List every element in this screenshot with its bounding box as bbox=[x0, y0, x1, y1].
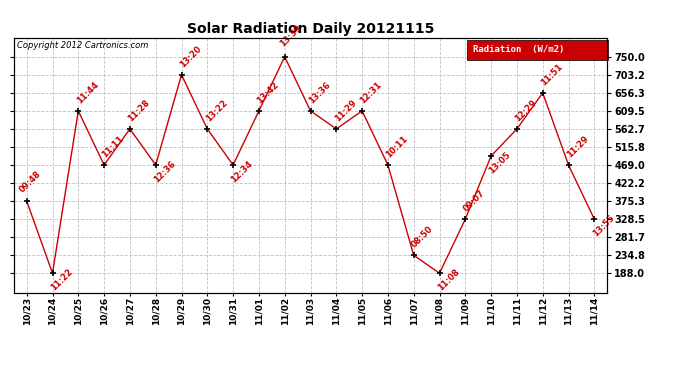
Text: 12:34: 12:34 bbox=[230, 159, 255, 184]
Text: 09:48: 09:48 bbox=[17, 169, 43, 194]
Text: 12:31: 12:31 bbox=[359, 80, 384, 105]
Text: 12:36: 12:36 bbox=[152, 159, 177, 184]
FancyBboxPatch shape bbox=[466, 39, 608, 60]
Text: 11:28: 11:28 bbox=[126, 98, 152, 123]
Text: 12:29: 12:29 bbox=[513, 98, 539, 123]
Text: 11:29: 11:29 bbox=[333, 98, 358, 123]
Text: Copyright 2012 Cartronics.com: Copyright 2012 Cartronics.com bbox=[17, 41, 148, 50]
Text: 13:22: 13:22 bbox=[204, 98, 229, 123]
Text: 09:07: 09:07 bbox=[462, 189, 486, 214]
Text: 13:36: 13:36 bbox=[307, 80, 332, 105]
Text: 13:20: 13:20 bbox=[178, 44, 203, 69]
Text: 11:22: 11:22 bbox=[49, 267, 75, 292]
Text: 11:11: 11:11 bbox=[101, 134, 126, 159]
Text: 13:55: 13:55 bbox=[591, 213, 616, 238]
Text: 08:50: 08:50 bbox=[410, 225, 435, 250]
Text: 11:08: 11:08 bbox=[436, 267, 461, 292]
Title: Solar Radiation Daily 20121115: Solar Radiation Daily 20121115 bbox=[187, 22, 434, 36]
Text: Radiation  (W/m2): Radiation (W/m2) bbox=[473, 45, 564, 54]
Text: 13:39: 13:39 bbox=[278, 23, 304, 48]
Text: 11:51: 11:51 bbox=[539, 62, 564, 87]
Text: 13:05: 13:05 bbox=[488, 150, 513, 176]
Text: 13:42: 13:42 bbox=[255, 80, 281, 105]
Text: 11:29: 11:29 bbox=[565, 134, 590, 159]
Text: 10:11: 10:11 bbox=[384, 134, 410, 159]
Text: 11:44: 11:44 bbox=[75, 80, 100, 105]
